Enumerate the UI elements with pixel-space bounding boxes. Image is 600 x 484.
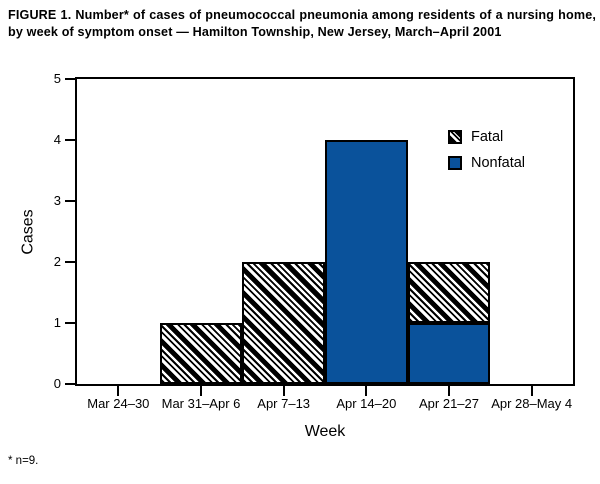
y-axis-title-wrap: Cases	[19, 79, 39, 384]
legend: Fatal Nonfatal	[448, 129, 525, 181]
plot-area: Cases Fatal Nonfatal Week 0 1 2 3 4 5 Mar 24–3…	[20, 71, 575, 440]
bar-segment-nonfatal	[325, 140, 408, 384]
x-axis-tick	[365, 386, 368, 396]
y-axis-tick	[65, 261, 75, 263]
x-axis-tick-label: Mar 24–30	[87, 396, 150, 411]
legend-label-fatal: Fatal	[471, 129, 504, 145]
y-axis-tick	[65, 383, 75, 385]
y-axis-tick	[65, 322, 75, 324]
x-axis-tick-label: Apr 28–May 4	[491, 396, 573, 411]
x-axis-tick-label: Apr 21–27	[419, 396, 479, 411]
y-axis-tick-label: 2	[53, 254, 61, 269]
y-axis-tick	[65, 139, 75, 141]
x-axis-tick	[117, 386, 120, 396]
legend-row-fatal: Fatal	[448, 129, 525, 145]
bar-segment-fatal	[242, 262, 325, 384]
y-axis-tick-label: 5	[53, 71, 61, 86]
x-axis-tick	[448, 386, 450, 396]
figure-title: FIGURE 1. Number* of cases of pneumococc…	[8, 8, 596, 39]
y-axis-tick-label: 1	[53, 315, 61, 330]
x-axis-tick-label: Apr 14–20	[336, 396, 397, 411]
x-axis-tick	[530, 386, 533, 396]
fatal-hatch-swatch-icon	[448, 130, 462, 144]
y-axis-tick-label: 3	[53, 193, 61, 208]
nonfatal-solid-swatch-icon	[448, 156, 462, 170]
x-axis-tick-label: Apr 7–13	[257, 396, 311, 411]
legend-row-nonfatal: Nonfatal	[448, 155, 525, 171]
y-axis-tick-label: 0	[53, 376, 61, 391]
y-axis-tick-label: 4	[53, 132, 61, 147]
y-axis-title: Cases	[20, 208, 38, 255]
legend-label-nonfatal: Nonfatal	[471, 155, 526, 171]
y-axis-tick	[65, 78, 75, 80]
x-axis-tick-label: Mar 31–Apr 6	[161, 396, 241, 411]
figure-footnote: * n=9.	[8, 455, 39, 467]
x-axis-tick	[200, 386, 202, 396]
x-axis-tick	[282, 386, 285, 396]
bar-segment-nonfatal	[407, 323, 491, 384]
bar-segment-fatal	[407, 262, 491, 323]
bar-segment-fatal	[159, 323, 243, 384]
y-axis-tick	[65, 200, 75, 202]
x-axis-title: Week	[304, 423, 346, 440]
